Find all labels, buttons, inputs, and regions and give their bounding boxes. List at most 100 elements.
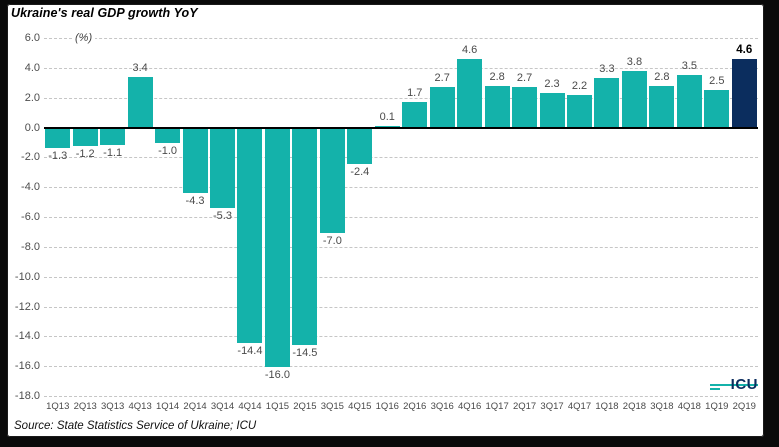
bar-4Q15: [347, 128, 373, 165]
x-axis-tick-label: 2Q13: [73, 401, 97, 412]
bar-value-label: 2.8: [489, 70, 505, 83]
y-axis-tick-label: -16.0: [14, 360, 40, 373]
bar-1Q13: [45, 128, 71, 148]
y-axis-tick-label: -8.0: [21, 240, 40, 253]
gridline: [44, 306, 758, 308]
x-axis-tick-label: 4Q15: [348, 401, 372, 412]
source-note: Source: State Statistics Service of Ukra…: [14, 420, 257, 432]
bar-value-label: 3.5: [681, 60, 697, 73]
x-axis-tick-label: 4Q17: [567, 401, 592, 412]
bar-3Q14: [210, 128, 235, 208]
x-axis-tick-label: 3Q17: [540, 401, 564, 412]
bar-1Q17: [484, 85, 510, 128]
bar-4Q13: [127, 76, 153, 128]
x-axis-tick-label: 4Q14: [238, 401, 262, 412]
bar-value-label: -14.5: [292, 346, 318, 359]
x-axis-tick-label: 3Q14: [210, 401, 235, 412]
gridline: [44, 157, 758, 159]
x-axis-tick-label: 2Q18: [622, 401, 647, 412]
gridline: [44, 246, 758, 248]
y-axis-tick-label: -6.0: [21, 211, 40, 223]
y-axis-tick-label: -12.0: [14, 300, 40, 313]
bar-value-label: 2.8: [654, 70, 670, 83]
bar-value-label: -7.0: [322, 234, 342, 247]
bar-2Q14: [182, 128, 208, 193]
y-axis-tick-label: -14.0: [14, 330, 40, 343]
plot-area: -1.3 1Q13 -1.2 2Q13 -1.1 3Q13 3.4 4Q13 -1.0 1Q14 -…: [44, 38, 758, 412]
bar-value-label: -1.2: [75, 148, 95, 161]
bar-value-label: 3.8: [626, 55, 643, 68]
bar-value-label: 4.6: [461, 43, 478, 56]
bar-value-label: 2.2: [571, 79, 588, 92]
bar-1Q15: [264, 128, 290, 368]
y-axis-tick-label: 4.0: [24, 61, 40, 74]
bar-value-label: 3.3: [599, 63, 615, 76]
x-axis-tick-label: 1Q16: [375, 401, 399, 412]
y-axis-tick-label: 6.0: [24, 32, 40, 44]
gridline: [44, 187, 758, 189]
bar-4Q18: [676, 75, 702, 128]
y-axis-tick-label: -2.0: [21, 151, 40, 164]
bar-value-label: -5.3: [213, 209, 232, 222]
bar-1Q16: [374, 126, 400, 128]
gridline: [44, 276, 758, 278]
bar-value-label: 0.1: [379, 111, 395, 123]
bar-value-label: -1.1: [103, 146, 123, 159]
bar-3Q16: [429, 87, 455, 128]
y-axis-tick-label: -18.0: [14, 390, 40, 402]
bar-value-label: -16.0: [264, 369, 290, 382]
icu-logo: ICU: [710, 376, 758, 396]
y-axis-tick-label: 2.0: [24, 91, 40, 104]
y-axis-unit-label: (%): [72, 32, 96, 44]
bar-1Q18: [594, 78, 620, 128]
chart-title: Ukraine's real GDP growth YoY: [11, 6, 198, 20]
bar-value-label: 2.3: [544, 78, 560, 91]
gridline: [44, 97, 758, 99]
x-axis-tick-label: 1Q14: [155, 401, 180, 412]
x-axis-tick-label: 3Q13: [101, 401, 125, 412]
x-axis-tick-label: 1Q17: [485, 401, 509, 412]
x-axis-tick-label: 2Q17: [512, 401, 537, 412]
bar-value-label: 4.6: [736, 43, 753, 56]
gridline: [44, 336, 758, 338]
x-axis-tick-label: 4Q18: [677, 401, 701, 412]
x-axis-tick-label: 4Q13: [128, 401, 152, 412]
x-axis-tick-label: 3Q18: [650, 401, 674, 412]
bar-4Q17: [567, 94, 592, 128]
x-axis-tick-label: 2Q19: [732, 401, 756, 412]
x-axis-tick-label: 2Q14: [183, 401, 207, 412]
bar-2Q19: [731, 58, 757, 128]
bar-value-label: -1.0: [158, 145, 178, 158]
chart-panel: Ukraine's real GDP growth YoY -1.3 1Q13 -1…: [7, 4, 764, 437]
bar-3Q13: [100, 128, 126, 145]
gridline: [44, 126, 758, 129]
gridline: [44, 38, 758, 39]
y-axis-tick-label: -10.0: [14, 270, 40, 283]
bar-2Q15: [292, 128, 318, 345]
bar-2Q17: [512, 87, 538, 128]
x-axis-tick-label: 1Q18: [595, 401, 619, 412]
x-axis-tick-label: 2Q16: [403, 401, 427, 412]
bar-value-label: 3.4: [132, 61, 148, 74]
gridline: [44, 366, 758, 368]
bar-value-label: -1.3: [48, 149, 68, 162]
bar-value-label: -4.3: [185, 194, 205, 207]
x-axis-tick-label: 1Q19: [705, 401, 729, 412]
bar-1Q19: [704, 90, 730, 128]
bar-4Q16: [457, 58, 483, 128]
x-axis-tick-label: 1Q13: [46, 401, 70, 412]
bar-2Q18: [621, 70, 647, 128]
bar-value-label: 2.5: [709, 75, 725, 88]
y-axis-tick-label: 0.0: [24, 121, 40, 134]
bar-value-label: 2.7: [516, 72, 533, 85]
icu-logo-text: ICU: [730, 376, 758, 393]
bar-2Q16: [402, 102, 428, 128]
bar-value-label: -2.4: [350, 166, 370, 179]
gridline: [44, 396, 758, 397]
gridline: [44, 67, 758, 69]
bar-3Q18: [649, 85, 675, 128]
bar-value-label: 1.7: [407, 87, 423, 100]
x-axis-tick-label: 4Q16: [458, 401, 482, 412]
